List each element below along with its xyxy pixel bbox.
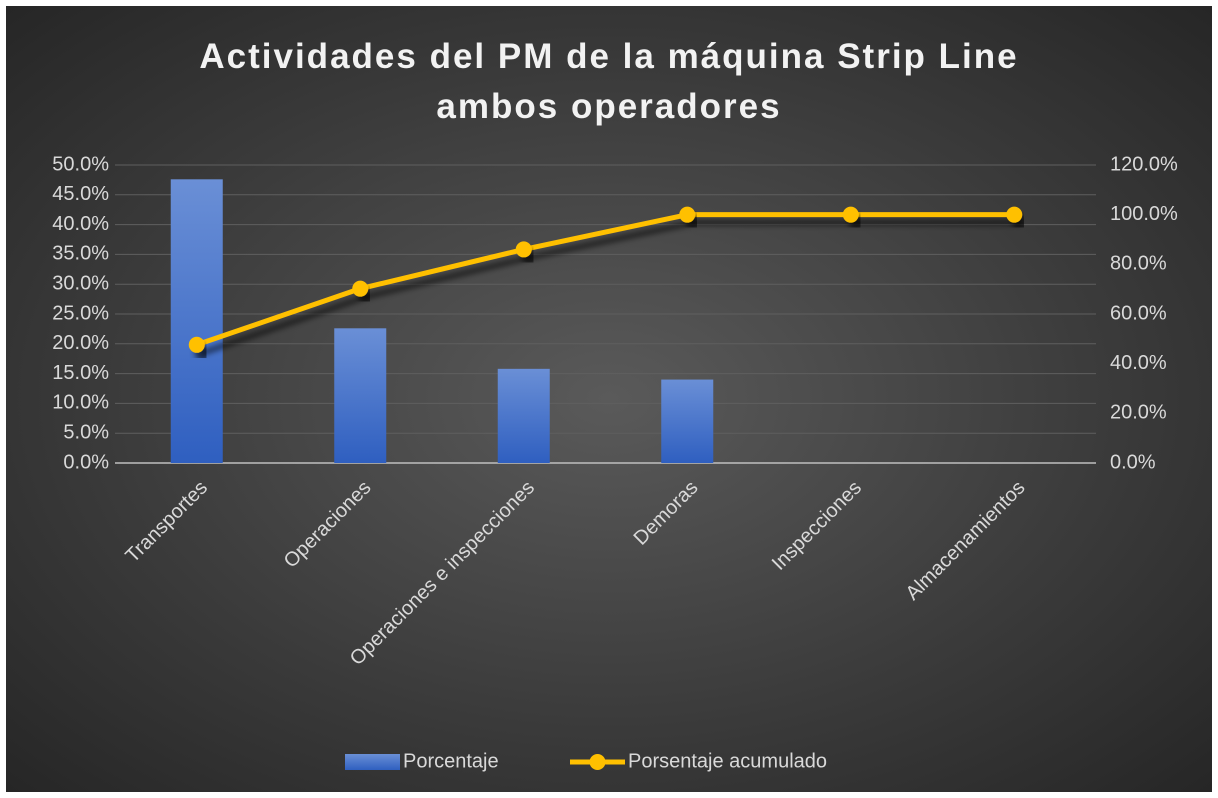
bar xyxy=(170,179,223,463)
y-tick-label: 5.0% xyxy=(63,421,109,443)
x-tick-label: Demoras xyxy=(630,477,703,550)
y-tick-label: 0.0% xyxy=(63,451,109,473)
y-tick-label: 30.0% xyxy=(52,272,109,294)
y-tick-label: 50.0% xyxy=(52,153,109,175)
y2-tick-label: 0.0% xyxy=(1110,451,1156,473)
y2-tick-label: 60.0% xyxy=(1110,302,1167,324)
y-tick-label: 25.0% xyxy=(52,302,109,324)
line-marker xyxy=(515,241,532,258)
y2-tick-label: 40.0% xyxy=(1110,352,1167,374)
line-marker xyxy=(679,206,696,223)
y2-tick-label: 100.0% xyxy=(1110,203,1178,225)
line-marker xyxy=(352,280,369,297)
legend-swatch xyxy=(345,754,400,770)
bar xyxy=(661,379,714,463)
line xyxy=(195,212,1015,348)
y2-tick-label: 80.0% xyxy=(1110,253,1167,275)
y-tick-label: 15.0% xyxy=(52,362,109,384)
chart-title: Actividades del PM de la máquina Strip L… xyxy=(199,37,1019,126)
x-tick-label: Transportes xyxy=(122,477,212,567)
bar xyxy=(334,328,387,463)
y2-tick-label: 120.0% xyxy=(1110,153,1178,175)
y-tick-label: 40.0% xyxy=(52,213,109,235)
y-tick-label: 10.0% xyxy=(52,392,109,414)
chart-frame: 0.0% 5.0% 10.0% 15.0% 20.0% 25.0% 30.0% 35.0% 40… xyxy=(6,6,1212,792)
y2-tick-label: 20.0% xyxy=(1110,402,1167,424)
x-tick-label: Operaciones e inspecciones xyxy=(346,477,539,670)
line-marker xyxy=(188,336,205,353)
legend-label: Porsentaje acumulado xyxy=(628,750,827,772)
legend-marker xyxy=(589,754,606,770)
x-tick-label: Operaciones xyxy=(280,477,376,573)
chart: 0.0% 5.0% 10.0% 15.0% 20.0% 25.0% 30.0% 35.0% 40… xyxy=(52,153,1178,772)
legend-label: Porcentaje xyxy=(403,750,499,772)
bar xyxy=(497,368,550,463)
y-tick-label: 45.0% xyxy=(52,183,109,205)
y-tick-label: 35.0% xyxy=(52,243,109,265)
line-marker xyxy=(842,206,859,223)
y-tick-label: 20.0% xyxy=(52,332,109,354)
x-tick-label: Almacenamientos xyxy=(902,477,1030,605)
line-marker xyxy=(1006,206,1023,223)
x-tick-label: Inspecciones xyxy=(768,477,866,575)
